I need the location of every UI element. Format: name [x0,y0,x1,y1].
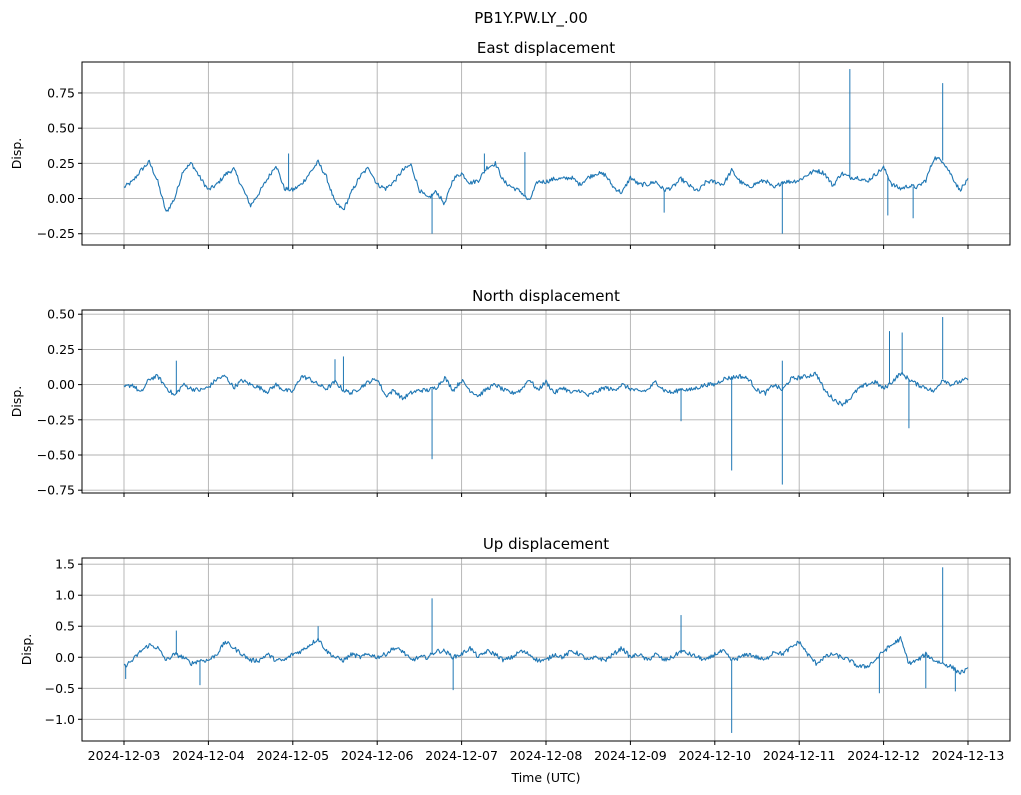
panel-east: East displacement 0.750.500.250.00−0.25 … [9,39,1011,249]
panel-up: Up displacement 1.5 1.0 0.5 0.0 −0.5 −1.0 202… [19,535,1011,763]
ytick-label-north: 0.25 [47,342,75,357]
panel-title-north: North displacement [472,287,620,305]
xlabel: Time (UTC) [510,770,580,785]
xtick-label: 2024-12-06 [341,748,414,763]
xtick-label: 2024-12-04 [172,748,245,763]
grid-up [82,558,1010,741]
series-east [123,69,969,234]
xticks-north [123,493,969,497]
ylabel-east: Disp. [9,138,24,170]
xtick-label: 2024-12-12 [847,748,920,763]
xticks-east [123,245,969,249]
ylabel-up: Disp. [19,634,34,666]
series-line-north [123,371,969,407]
ytick-label-up: 1.0 [55,588,75,603]
xtick-label: 2024-12-09 [594,748,667,763]
ytick-label-north: 0.00 [47,377,75,392]
xtick-label: 2024-12-05 [256,748,329,763]
series-up [123,567,969,733]
panel-north: North displacement 0.50 0.25 0.00 −0.25 −0.5… [9,287,1011,498]
ylabel-north: Disp. [9,386,24,418]
ytick-label-north: −0.75 [37,483,75,498]
ytick-label-up: 1.5 [55,557,75,572]
ytick-label-north: −0.25 [37,412,75,427]
xtick-label: 2024-12-08 [510,748,583,763]
yticks-east: 0.75 0.50 0.25 0.00 −0.25 [37,85,82,241]
series-line-up [123,636,969,675]
ytick-label-up: −1.0 [45,712,75,727]
ytick-label-east: 0.00 [47,191,75,206]
ytick-label-north: −0.50 [37,447,75,462]
xtick-label: 2024-12-10 [678,748,751,763]
ytick-label-east: 0.75 [47,85,75,100]
ytick-label-east: 0.25 [47,156,75,171]
series-north [123,317,969,485]
grid-east [82,62,1010,245]
panel-title-up: Up displacement [483,535,609,553]
ytick-label-up: −0.5 [45,681,75,696]
ytick-label-east: 0.50 [47,121,75,136]
figure-suptitle: PB1Y.PW.LY_.00 [474,9,588,28]
xtick-label: 2024-12-03 [88,748,161,763]
yticks-up: 1.5 1.0 0.5 0.0 −0.5 −1.0 [45,557,82,727]
ytick-label-east: −0.25 [37,226,75,241]
series-line-east [123,156,969,212]
ytick-label-up: 0.5 [55,619,75,634]
xticks-up: 2024-12-03 2024-12-04 2024-12-05 2024-12-06… [88,741,1005,763]
grid-north [82,310,1010,493]
ytick-label-north: 0.50 [47,307,75,322]
ytick-label-up: 0.0 [55,650,75,665]
xtick-label: 2024-12-11 [763,748,836,763]
xtick-label: 2024-12-07 [425,748,498,763]
xtick-label: 2024-12-13 [932,748,1005,763]
yticks-north: 0.50 0.25 0.00 −0.25 −0.50 −0.75 [37,307,82,498]
panel-title-east: East displacement [477,39,615,57]
